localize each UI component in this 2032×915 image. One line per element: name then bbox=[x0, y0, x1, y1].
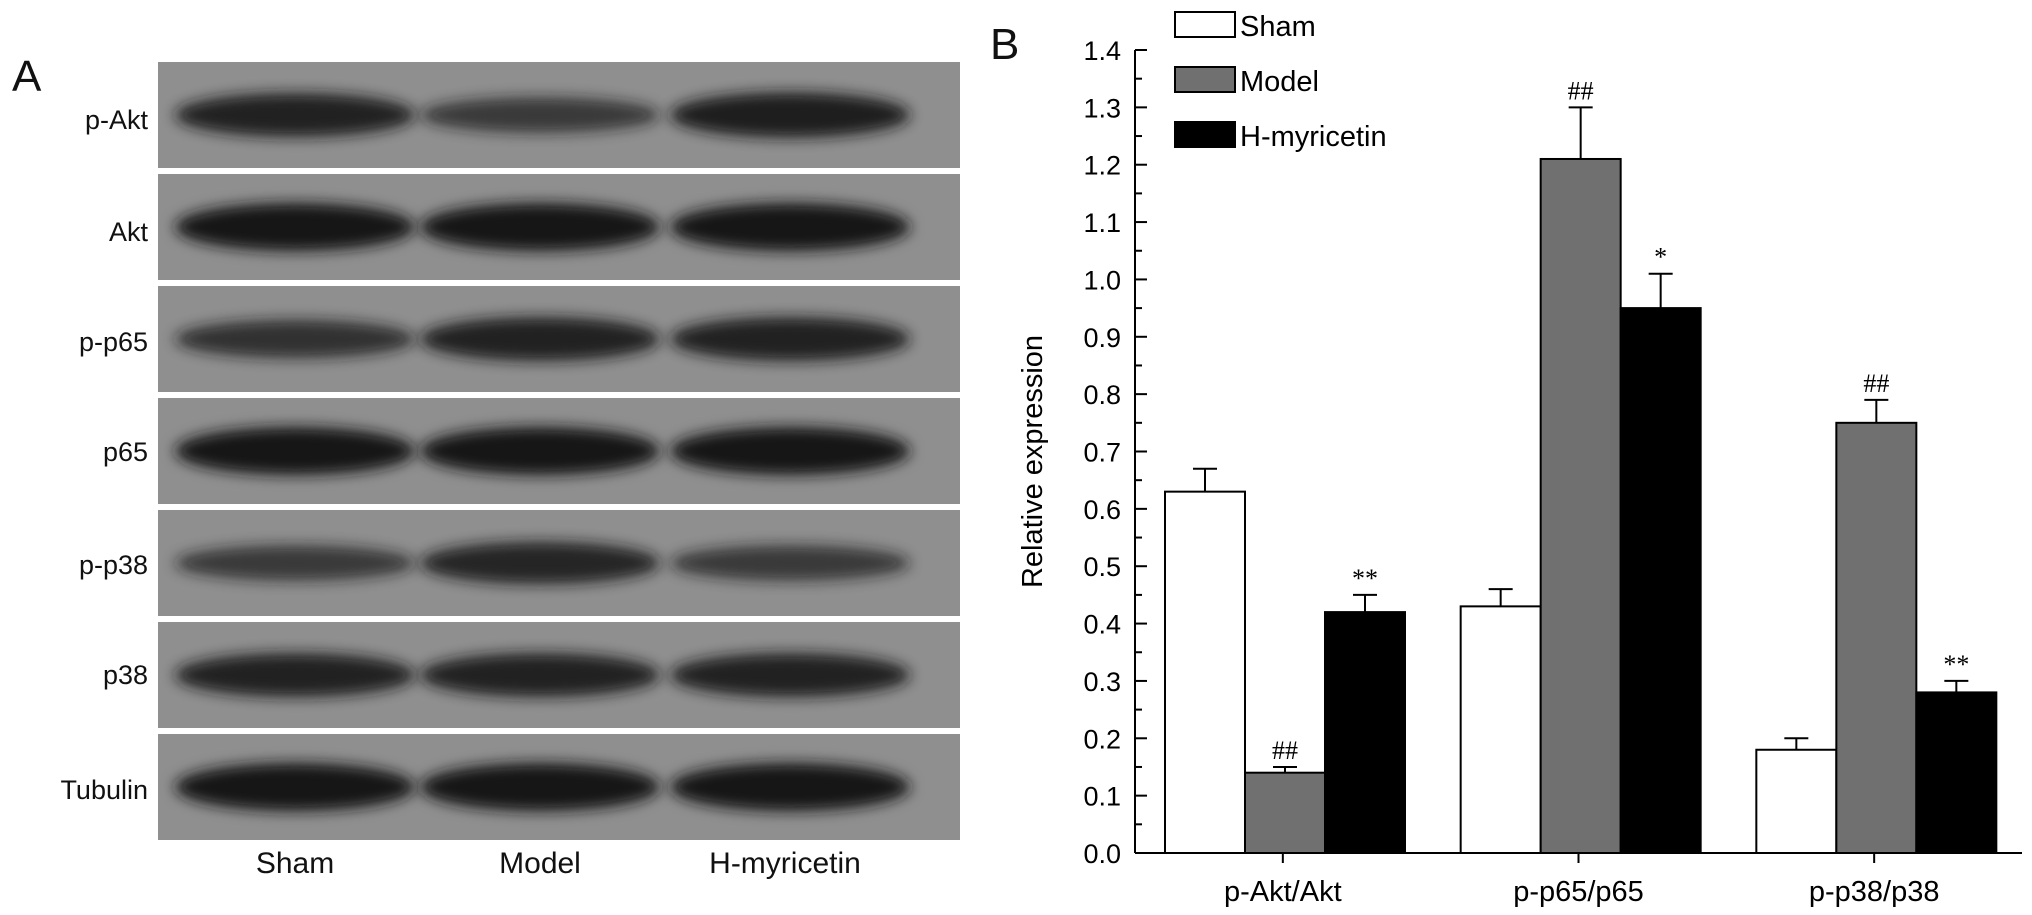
blot-band bbox=[175, 763, 415, 811]
row-label-p-akt: p-Akt bbox=[84, 105, 148, 135]
lane-label-sham: Sham bbox=[255, 847, 335, 880]
blot-band bbox=[670, 763, 910, 811]
blot-band bbox=[420, 97, 660, 133]
y-tick-label: 0.5 bbox=[1083, 552, 1121, 582]
significance-mark: ## bbox=[1863, 369, 1889, 398]
significance-mark: ## bbox=[1568, 76, 1594, 105]
blot-band bbox=[175, 319, 415, 359]
blot-band bbox=[175, 653, 415, 697]
bar bbox=[1324, 611, 1406, 854]
blot-band bbox=[670, 92, 910, 138]
significance-mark: ** bbox=[1943, 650, 1969, 679]
blot-band bbox=[420, 427, 660, 475]
bar bbox=[1619, 307, 1702, 855]
blot-band bbox=[420, 763, 660, 811]
y-tick-label: 0.0 bbox=[1083, 839, 1121, 869]
row-label-akt: Akt bbox=[108, 217, 148, 247]
significance-mark: ## bbox=[1272, 736, 1298, 765]
blot-band bbox=[670, 545, 910, 581]
row-label-p-p65: p-p65 bbox=[78, 327, 148, 357]
legend-label: Sham bbox=[1240, 11, 1316, 43]
blot-band bbox=[420, 317, 660, 361]
lane-label-h-myricetin: H-myricetin bbox=[709, 847, 861, 880]
blot-band bbox=[670, 427, 910, 475]
y-tick-label: 0.7 bbox=[1083, 438, 1121, 468]
lane-label-model: Model bbox=[499, 847, 581, 880]
y-tick-label: 0.6 bbox=[1083, 495, 1121, 525]
row-label-tubulin: Tubulin bbox=[60, 775, 148, 805]
y-tick-label: 0.9 bbox=[1083, 323, 1121, 353]
legend-label: H-myricetin bbox=[1240, 121, 1387, 153]
significance-mark: * bbox=[1654, 243, 1667, 272]
y-tick-label: 1.1 bbox=[1083, 208, 1121, 238]
y-tick-label: 1.3 bbox=[1083, 93, 1121, 123]
y-tick-label: 0.3 bbox=[1083, 667, 1121, 697]
significance-mark: ** bbox=[1352, 564, 1378, 593]
y-tick-label: 0.8 bbox=[1083, 380, 1121, 410]
row-label-p65: p65 bbox=[102, 437, 148, 467]
y-tick-label: 0.2 bbox=[1083, 724, 1121, 754]
y-tick-label: 0.1 bbox=[1083, 782, 1121, 812]
bar bbox=[1915, 691, 1998, 855]
legend-swatch bbox=[1174, 11, 1236, 38]
blot-band bbox=[175, 427, 415, 475]
bar bbox=[1755, 748, 1838, 854]
bar bbox=[1835, 421, 1918, 854]
x-tick-label: p-Akt/Akt bbox=[1224, 876, 1342, 908]
blot-band bbox=[670, 317, 910, 361]
y-axis-title: Relative expression bbox=[1017, 335, 1049, 588]
y-tick-label: 0.4 bbox=[1083, 610, 1121, 640]
blot-band bbox=[175, 203, 415, 251]
bar bbox=[1539, 157, 1622, 854]
x-tick-label: p-p65/p65 bbox=[1513, 876, 1644, 908]
blot-band bbox=[175, 545, 415, 581]
legend-swatch bbox=[1174, 66, 1236, 93]
blot-band bbox=[420, 203, 660, 251]
row-label-p-p38: p-p38 bbox=[78, 550, 148, 580]
y-tick-label: 1.0 bbox=[1083, 265, 1121, 295]
blot-band bbox=[175, 93, 415, 137]
blot-band bbox=[420, 653, 660, 697]
bar bbox=[1164, 490, 1246, 854]
y-tick-label: 1.2 bbox=[1083, 151, 1121, 181]
blot-band bbox=[670, 653, 910, 697]
bar bbox=[1459, 605, 1542, 854]
legend-swatch bbox=[1174, 121, 1236, 148]
row-label-p38: p38 bbox=[102, 660, 148, 690]
bar bbox=[1244, 771, 1326, 855]
y-tick-label: 1.4 bbox=[1083, 36, 1121, 66]
legend-label: Model bbox=[1240, 66, 1319, 98]
blot-band bbox=[670, 203, 910, 251]
panel-b-letter: B bbox=[990, 20, 1020, 69]
blot-band bbox=[420, 541, 660, 585]
panel-a-letter: A bbox=[12, 52, 42, 101]
x-tick-label: p-p38/p38 bbox=[1809, 876, 1940, 908]
